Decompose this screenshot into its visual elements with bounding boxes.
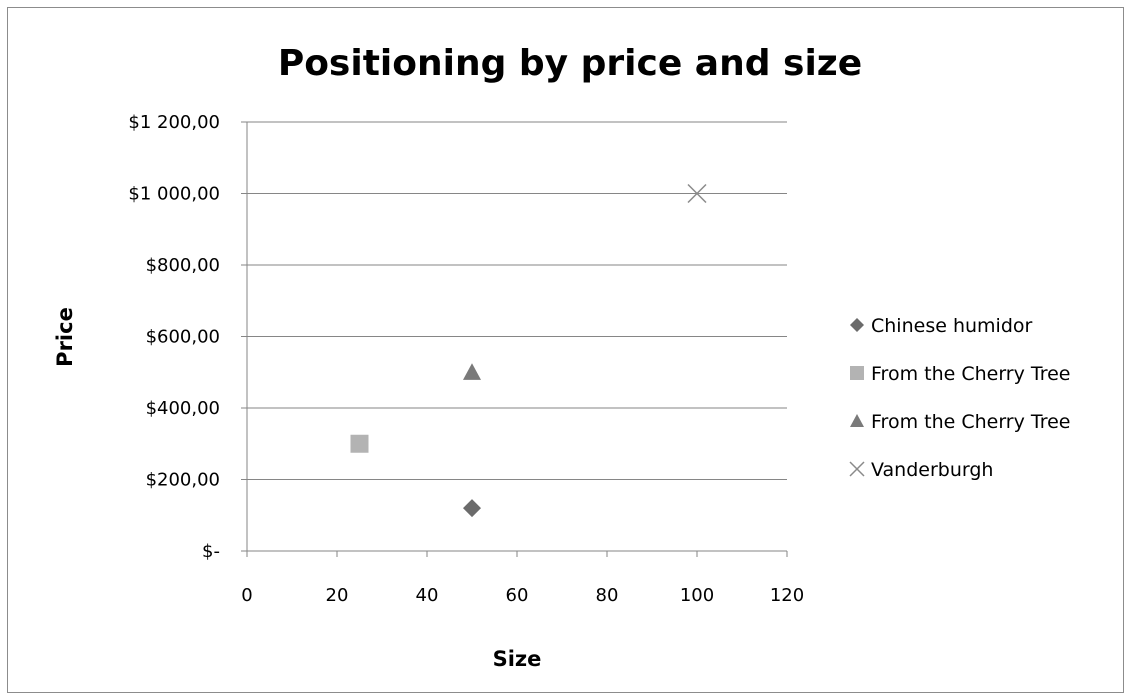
data-point-x-stroke (687, 183, 707, 204)
y-tick-label: $1 000,00 (128, 184, 220, 205)
data-point-triangle (463, 363, 481, 380)
legend-marker-diamond (850, 318, 864, 332)
y-tick-labels: $- $200,00 $400,00 $600,00 $800,00 $1 000,00 $… (128, 112, 220, 562)
legend-marker-x (849, 461, 865, 477)
y-tick-label: $800,00 (146, 255, 220, 276)
x-tick-labels: 0 20 40 60 80 100 120 (241, 585, 804, 606)
chart-title: Positioning by price and size (278, 43, 862, 84)
x-tick-label: 20 (326, 585, 349, 606)
legend-marker-triangle (850, 414, 864, 427)
x-tick-label: 40 (416, 585, 439, 606)
legend-marker-x-stroke (849, 461, 865, 477)
y-tick-label: $- (202, 541, 220, 562)
data-point-square (350, 434, 369, 453)
x-tick-label: 80 (596, 585, 619, 606)
axes (241, 121, 788, 557)
chart-frame (7, 7, 1124, 693)
y-tick-label: $1 200,00 (128, 112, 220, 133)
legend-label: Vanderburgh (871, 459, 993, 481)
data-point-diamond (463, 499, 481, 518)
x-tick-label: 100 (680, 585, 714, 606)
x-tick-label: 60 (506, 585, 529, 606)
y-tick-label: $600,00 (146, 327, 220, 348)
y-axis-title: Price (53, 307, 77, 367)
x-tick-label: 120 (770, 585, 804, 606)
legend-marker-square (850, 366, 864, 380)
y-tick-label: $200,00 (146, 470, 220, 491)
data-points (350, 183, 707, 518)
legend-label: From the Cherry Tree (871, 363, 1071, 385)
data-point-x (687, 183, 707, 204)
gridlines (247, 121, 787, 480)
x-tick-label: 0 (241, 585, 252, 606)
y-tick-label: $400,00 (146, 398, 220, 419)
legend-label: Chinese humidor (871, 315, 1033, 337)
legend-label: From the Cherry Tree (871, 411, 1071, 433)
legend: Chinese humidor From the Cherry Tree From … (849, 315, 1071, 481)
x-axis-title: Size (493, 647, 542, 671)
